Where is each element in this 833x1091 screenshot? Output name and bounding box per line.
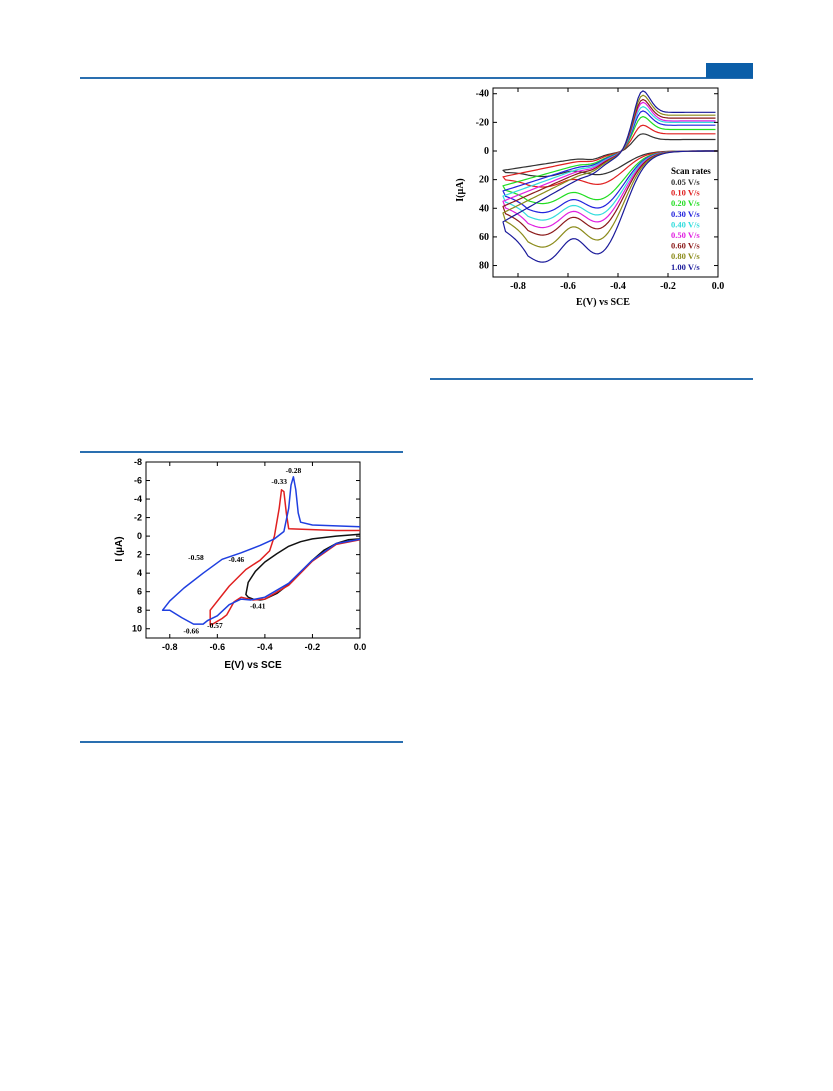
peak-label: -0.33 [271, 477, 287, 486]
y-tick-label: 8 [137, 605, 142, 615]
peak-label: -0.66 [183, 626, 199, 635]
x-tick-label: -0.8 [162, 642, 178, 652]
scan-series-line-3 [502, 110, 718, 214]
legend-item: 0.80 V/s [671, 251, 700, 261]
legend-item: 0.05 V/s [671, 177, 700, 187]
peak-label: -0.57 [207, 621, 223, 630]
x-tick-label: -0.8 [510, 281, 526, 292]
x-tick-label: -0.2 [305, 642, 321, 652]
legend-item: 0.30 V/s [671, 209, 700, 219]
cv-series-line-0 [245, 533, 361, 601]
header-rule [80, 77, 753, 79]
legend-title: Scan rates [671, 166, 711, 176]
y-axis-label: I(µA) [455, 178, 466, 202]
series-group [502, 90, 718, 263]
scan-series-line-6 [502, 98, 718, 236]
axes-group: -0.8 -0.6 -0.4 -0.2 0.0 -40 -20 0 20 40 60 80 [476, 88, 725, 292]
scan-series-line-2 [502, 115, 718, 205]
x-tick-label: 0.0 [712, 281, 725, 292]
x-tick-label: -0.6 [560, 281, 576, 292]
plot-frame [492, 87, 719, 278]
scan-series-line-0 [502, 133, 718, 178]
y-tick-label: -20 [476, 117, 489, 128]
y-tick-label: -8 [134, 457, 142, 467]
annotations-group: -0.28 -0.33 -0.58 -0.46 -0.41 -0.57 -0.66 [183, 466, 301, 635]
peak-label: -0.58 [188, 553, 204, 562]
y-tick-label: 20 [479, 175, 489, 186]
x-tick-label: -0.4 [257, 642, 273, 652]
y-tick-label: -2 [134, 513, 142, 523]
y-tick-label: 80 [479, 261, 489, 272]
y-tick-label: 60 [479, 232, 489, 243]
scan-series-line-4 [502, 105, 718, 221]
legend: Scan rates 0.05 V/s0.10 V/s0.20 V/s0.30 … [671, 166, 711, 272]
legend-item: 0.50 V/s [671, 230, 700, 240]
x-axis-label: E(V) vs SCE [224, 660, 282, 671]
scan-series-line-8 [502, 90, 718, 263]
y-tick-label: 0 [137, 531, 142, 541]
rule-left-below-figure [80, 741, 403, 743]
y-tick-label: 10 [132, 624, 142, 634]
rule-left-above-figure [80, 451, 403, 453]
scan-series-line-7 [502, 94, 718, 248]
y-axis-label: I (µA) [114, 536, 125, 561]
x-axis-label: E(V) vs SCE [576, 297, 630, 308]
y-tick-label: -6 [134, 476, 142, 486]
y-tick-label: -40 [476, 89, 489, 100]
x-tick-label: -0.6 [210, 642, 226, 652]
y-tick-label: 40 [479, 203, 489, 214]
legend-item: 1.00 V/s [671, 262, 700, 272]
header-tab [706, 63, 753, 78]
legend-item: 0.40 V/s [671, 219, 700, 229]
legend-item: 0.10 V/s [671, 188, 700, 198]
y-tick-label: 4 [137, 568, 142, 578]
series-group [161, 476, 361, 626]
x-axis-label-text: E(V) vs SCE [576, 297, 630, 308]
peak-label: -0.46 [229, 555, 245, 564]
peak-label: -0.41 [250, 601, 266, 610]
legend-item: 0.20 V/s [671, 198, 700, 208]
y-tick-label: 2 [137, 550, 142, 560]
legend-item: 0.60 V/s [671, 241, 700, 251]
plot-frame [145, 461, 361, 639]
peak-label: -0.28 [286, 466, 302, 475]
y-tick-label: 6 [137, 587, 142, 597]
cv-series-line-1 [209, 489, 361, 626]
y-tick-label: 0 [484, 146, 489, 157]
rule-right-below-figure [430, 378, 753, 380]
x-tick-label: 0.0 [354, 642, 367, 652]
axes-group: -0.8 -0.6 -0.4 -0.2 0.0 -8 -6 -4 -2 0 2 4 6 8 10 [132, 457, 366, 652]
x-tick-label: -0.2 [660, 281, 676, 292]
y-tick-label: -4 [134, 494, 142, 504]
scan-series-line-5 [502, 101, 718, 229]
cv-series-line-2 [161, 476, 361, 625]
x-tick-label: -0.4 [610, 281, 626, 292]
scan-series-line-1 [502, 124, 718, 188]
